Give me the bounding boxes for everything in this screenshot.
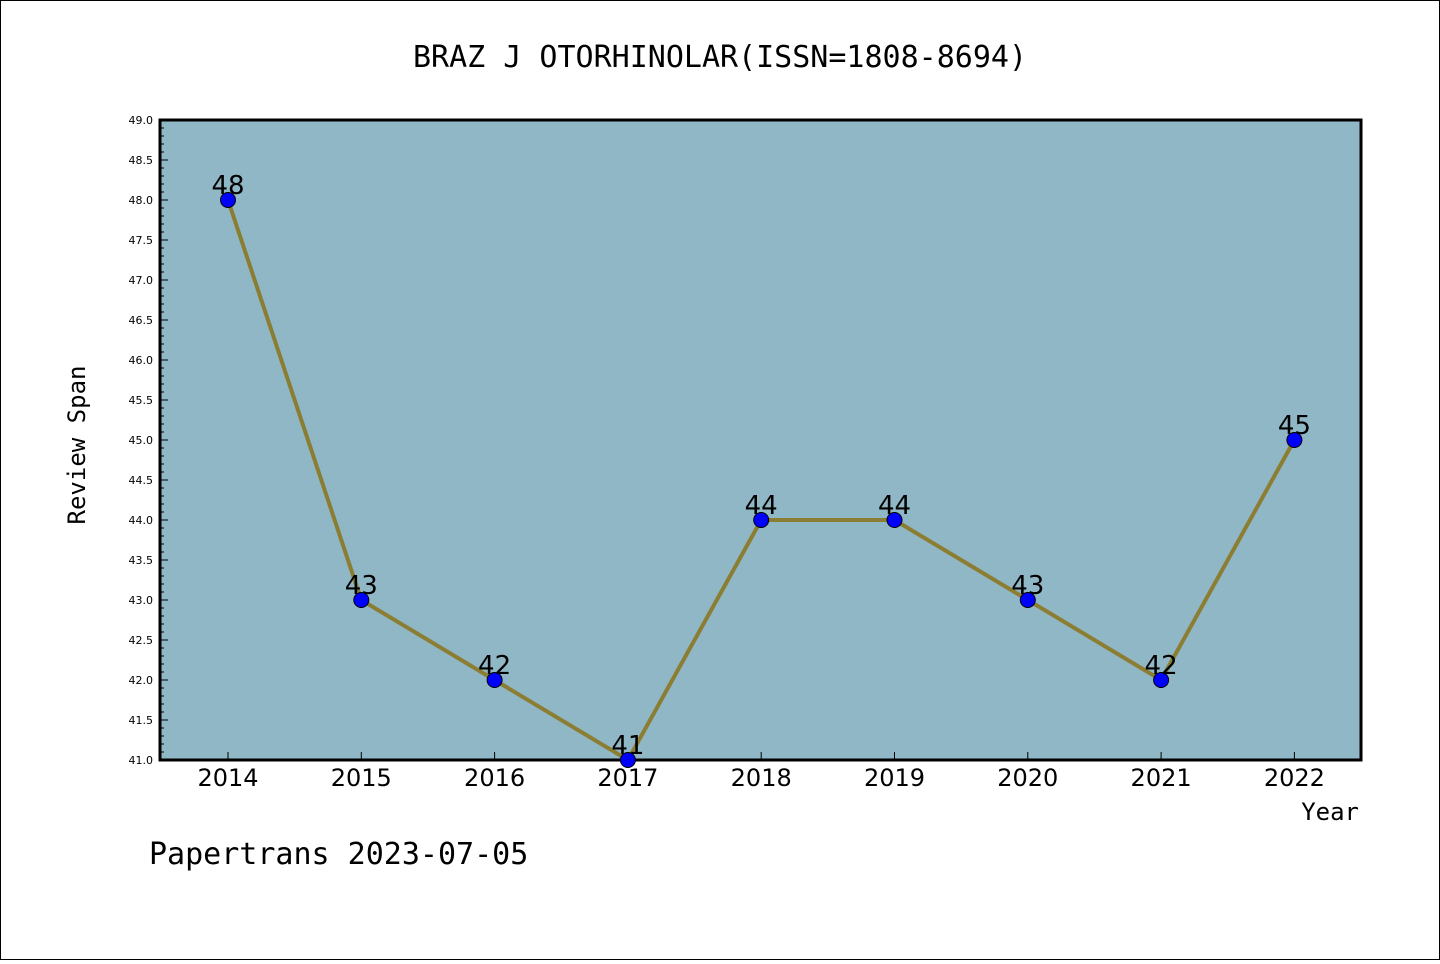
data-point — [486, 672, 503, 688]
data-label: 44 — [745, 491, 778, 521]
x-tick-label: 2014 — [197, 764, 258, 792]
x-tick-label: 2021 — [1131, 764, 1192, 792]
x-axis-ticks: 2014 2015 2016 2017 2018 2019 2020 2021 2022 — [197, 752, 1325, 792]
y-axis-label: Review Span — [63, 366, 91, 525]
y-axis-ticks: 41.0 41.5 42.0 42.5 43.0 43.5 44.0 44.5 45.0 45.5… — [129, 114, 168, 767]
data-label: 45 — [1278, 411, 1311, 441]
data-label: 42 — [478, 651, 511, 681]
y-tick-label: 47.5 — [129, 234, 154, 247]
data-point — [1153, 672, 1170, 688]
plot-area — [158, 118, 1363, 762]
x-tick-label: 2016 — [464, 764, 525, 792]
x-tick-label: 2015 — [331, 764, 392, 792]
y-tick-label: 43.5 — [129, 554, 154, 567]
y-tick-label: 49.0 — [129, 114, 154, 127]
data-label: 44 — [878, 491, 911, 521]
data-points — [220, 192, 1303, 768]
data-point — [1019, 592, 1036, 608]
y-tick-label: 45.0 — [129, 434, 154, 447]
y-tick-label: 43.0 — [129, 594, 154, 607]
y-tick-label: 44.5 — [129, 474, 154, 487]
y-tick-label: 41.0 — [129, 754, 154, 767]
y-tick-label: 44.0 — [129, 514, 154, 527]
y-tick-label: 46.5 — [129, 314, 154, 327]
footer-text: Papertrans 2023-07-05 — [149, 837, 528, 872]
y-tick-label: 41.5 — [129, 714, 154, 727]
data-point — [886, 512, 903, 528]
y-tick-label: 48.5 — [129, 154, 154, 167]
y-tick-label: 42.5 — [129, 634, 154, 647]
data-labels: 48 43 42 41 44 44 43 42 45 — [211, 171, 1310, 761]
data-point — [220, 192, 236, 208]
data-label: 48 — [211, 171, 244, 201]
data-point — [1286, 432, 1303, 448]
y-tick-label: 46.0 — [129, 354, 154, 367]
data-label: 42 — [1145, 651, 1178, 681]
data-point — [753, 512, 770, 528]
data-label: 43 — [345, 571, 378, 601]
data-point — [619, 752, 636, 768]
y-tick-label: 48.0 — [129, 194, 154, 207]
data-label: 43 — [1011, 571, 1044, 601]
x-tick-label: 2020 — [997, 764, 1058, 792]
data-label: 41 — [611, 731, 644, 761]
x-tick-label: 2019 — [864, 764, 925, 792]
x-axis-label: Year — [1301, 798, 1359, 826]
y-tick-label: 42.0 — [129, 674, 154, 687]
data-point — [353, 592, 370, 608]
y-tick-label: 45.5 — [129, 394, 154, 407]
x-tick-label: 2017 — [597, 764, 658, 792]
x-tick-label: 2022 — [1264, 764, 1325, 792]
x-tick-label: 2018 — [731, 764, 792, 792]
y-tick-label: 47.0 — [129, 274, 154, 287]
chart-title: BRAZ J OTORHINOLAR(ISSN=1808-8694) — [413, 40, 1027, 75]
